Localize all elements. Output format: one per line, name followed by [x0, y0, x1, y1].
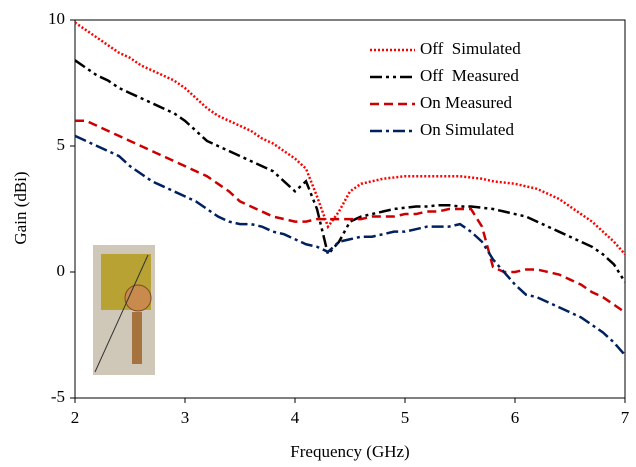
- legend-label: Off Simulated: [420, 39, 521, 58]
- y-axis-label: Gain (dBi): [11, 171, 30, 244]
- y-tick-label: 10: [48, 9, 65, 28]
- y-tick-label: 5: [57, 135, 66, 154]
- legend-label: On Simulated: [420, 120, 514, 139]
- legend-label: Off Measured: [420, 66, 519, 85]
- x-axis-label: Frequency (GHz): [290, 442, 409, 461]
- x-tick-label: 2: [71, 408, 80, 427]
- x-tick-label: 6: [511, 408, 520, 427]
- x-tick-label: 7: [621, 408, 630, 427]
- x-tick-label: 3: [181, 408, 190, 427]
- y-tick-label: 0: [57, 261, 66, 280]
- y-tick-label: -5: [51, 387, 65, 406]
- inset-photo: [93, 245, 155, 375]
- series-line: [75, 119, 626, 314]
- x-tick-label: 5: [401, 408, 410, 427]
- legend-label: On Measured: [420, 93, 513, 112]
- series-line: [74, 59, 627, 283]
- plot-frame: [74, 19, 626, 399]
- series-line: [74, 134, 626, 356]
- x-tick-label: 4: [291, 408, 300, 427]
